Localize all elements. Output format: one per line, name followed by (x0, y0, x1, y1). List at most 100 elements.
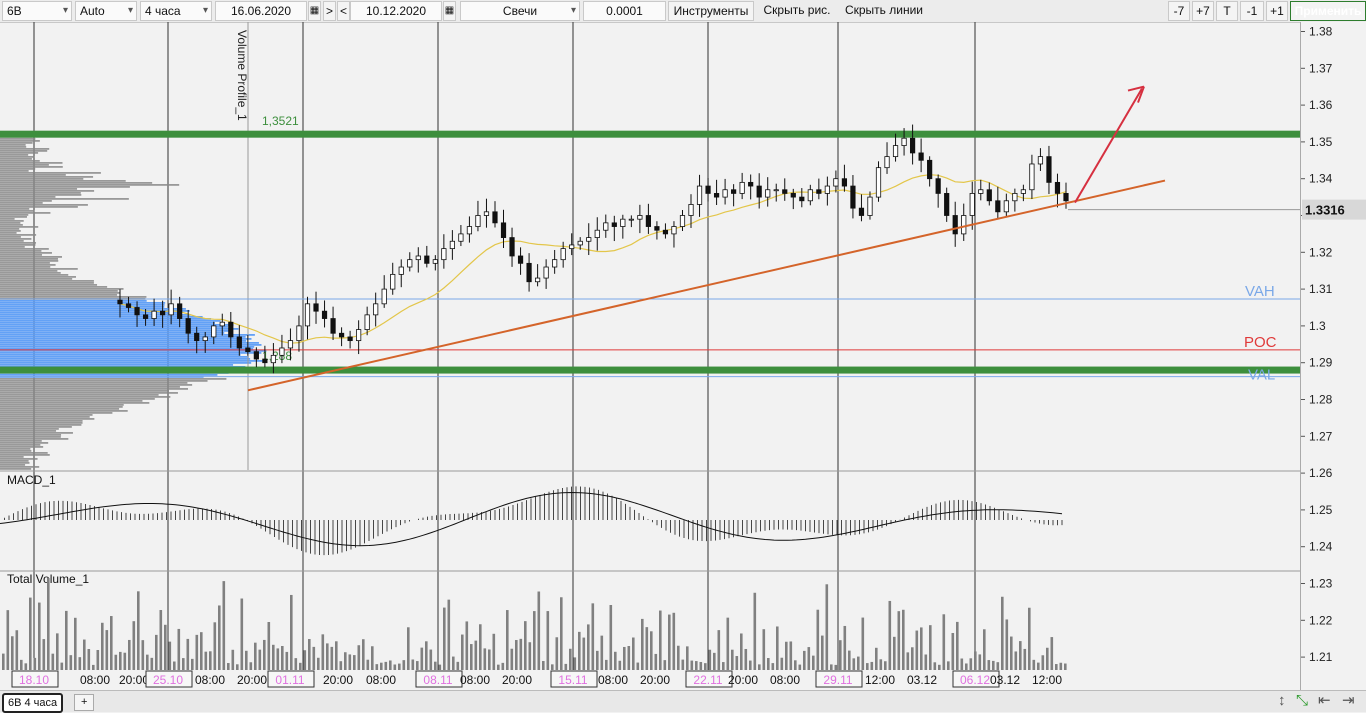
fit-icon[interactable]: ⤡ (1296, 692, 1309, 709)
candle-body (151, 310, 157, 319)
tab-6b-4h[interactable]: 6B 4 часа (2, 693, 64, 713)
volume-bar (33, 657, 37, 670)
profile-bar (0, 418, 95, 420)
candle-body (705, 185, 711, 194)
timeframe-select[interactable]: 4 часа (140, 1, 212, 21)
tick-size-stepper[interactable]: 0.0001 (583, 1, 666, 21)
date-from-input[interactable]: 16.06.2020 (215, 1, 307, 21)
plus7-button[interactable]: +7 (1192, 1, 1214, 21)
profile-bar (0, 312, 182, 314)
profile-bar (0, 168, 36, 170)
x-tick-label: 12:00 (1032, 673, 1062, 687)
candle-body (321, 310, 328, 319)
profile-bar (0, 384, 193, 386)
x-tick-label: 20:00 (323, 673, 353, 687)
candle-body (398, 266, 404, 275)
plus1-button[interactable]: +1 (1266, 1, 1288, 21)
candle-body (390, 273, 396, 290)
profile-bar (0, 166, 63, 168)
volume-bar (263, 639, 266, 670)
volume-bar (483, 648, 487, 670)
profile-bar (0, 144, 26, 146)
volume-bar (303, 650, 307, 670)
profile-bar (0, 408, 120, 410)
candle-body (969, 193, 975, 216)
volume-profile-label: Volume Profile_1 (235, 30, 249, 121)
vertical-resize-icon[interactable]: ↕ (1278, 692, 1286, 709)
profile-bar (0, 228, 20, 230)
trendline (247, 179, 1166, 392)
y-tick-label: 1.24 (1309, 540, 1333, 554)
profile-bar (0, 432, 73, 434)
profile-bar (0, 236, 21, 238)
calendar-from-icon[interactable]: ▦ (308, 1, 321, 21)
volume-profile-histogram (0, 134, 267, 470)
volume-bar (398, 663, 401, 670)
profile-bar (0, 314, 191, 316)
calendar-to-icon[interactable]: ▦ (443, 1, 456, 21)
trend-line (247, 179, 1166, 392)
x-tick-label: 22.11 (693, 673, 722, 687)
profile-bar (0, 208, 30, 210)
profile-bar (0, 294, 118, 296)
scroll-start-icon[interactable]: ⇤ (1318, 692, 1331, 709)
scale-select[interactable]: Auto (75, 1, 137, 21)
price-axis[interactable]: 1.381.371.361.351.341.331.321.311.31.291… (1300, 22, 1366, 690)
volume-bar (146, 654, 149, 670)
profile-bar (0, 358, 251, 360)
x-tick-label: 25.10 (153, 673, 183, 687)
bottom-bar: 6B 4 часа + ↕ ⤡ ⇤ ⇥ (0, 690, 1366, 713)
profile-bar (0, 246, 25, 248)
profile-bar (0, 318, 212, 320)
scroll-end-icon[interactable]: ⇥ (1342, 692, 1355, 709)
profile-bar (0, 138, 36, 140)
hide-drawings-button[interactable]: Скрыть рис. (763, 3, 831, 17)
profile-bar (0, 178, 84, 180)
volume-bar (618, 660, 622, 670)
nav-prev-button[interactable]: < (337, 1, 350, 21)
volume-bar (1046, 647, 1049, 670)
t-button[interactable]: T (1216, 1, 1238, 21)
volume-bar (114, 654, 118, 670)
volume-bar (159, 610, 163, 670)
volume-bar (933, 662, 937, 670)
volume-panel: Total Volume_1 (2, 572, 1067, 670)
candle-body (662, 229, 669, 235)
minus1-button[interactable]: -1 (1240, 1, 1264, 21)
hide-lines-button[interactable]: Скрыть линии (844, 3, 924, 17)
apply-button[interactable]: Применить (1290, 1, 1366, 21)
profile-bar (0, 184, 180, 186)
chart-canvas[interactable]: Volume Profile_1 VAH POC VAL 1,3521 1,288 MA… (0, 22, 1300, 690)
symbol-select[interactable]: 6B (2, 1, 72, 21)
profile-bar (0, 256, 62, 258)
chart-type-select[interactable]: Свечи (460, 1, 580, 21)
x-tick-label: 08.11 (423, 673, 452, 687)
volume-bar (182, 658, 185, 670)
candle-body (961, 215, 967, 235)
minus7-button[interactable]: -7 (1168, 1, 1190, 21)
volume-bar (857, 656, 860, 670)
date-to-input[interactable]: 10.12.2020 (350, 1, 442, 21)
profile-bar (0, 278, 73, 280)
volume-bar (128, 639, 131, 670)
volume-bar (258, 649, 262, 670)
volume-bar (681, 659, 685, 670)
volume-bar (1037, 662, 1040, 670)
candle-body (543, 266, 549, 279)
profile-bar (0, 198, 129, 200)
profile-bar (0, 248, 49, 250)
profile-bar (0, 458, 38, 460)
candle-body (1020, 189, 1026, 194)
y-tick-label: 1.26 (1309, 466, 1333, 480)
nav-next-button[interactable]: > (323, 1, 336, 21)
candle-body (773, 189, 779, 192)
profile-bar (0, 174, 66, 176)
profile-bar (0, 404, 124, 406)
add-tab-button[interactable]: + (74, 694, 95, 711)
candle-body (807, 189, 813, 202)
toolbar: 6B Auto 4 часа 16.06.2020 ▦ > < 10.12.20… (0, 0, 1366, 23)
candle-body (304, 303, 311, 327)
candle-body (1046, 156, 1052, 183)
instruments-button[interactable]: Инструменты (668, 1, 754, 21)
volume-bar (294, 658, 298, 670)
